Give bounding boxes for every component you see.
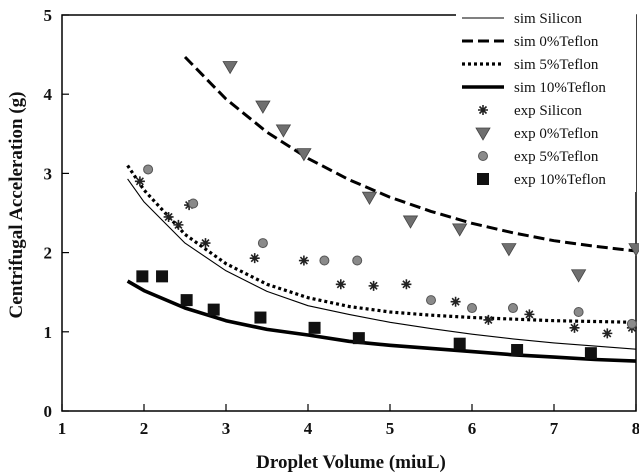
data-point-exp-5-teflon — [626, 318, 637, 329]
y-tick-label: 4 — [44, 85, 53, 104]
legend-label: exp 0%Teflon — [514, 126, 599, 142]
data-point-exp-10-teflon — [352, 332, 365, 345]
data-point-exp-silicon — [200, 238, 211, 249]
legend-label: sim 0%Teflon — [514, 34, 599, 50]
data-point-exp-10-teflon — [136, 270, 149, 283]
legend-marker — [478, 105, 488, 115]
y-tick-label: 5 — [44, 6, 53, 25]
series-line-sim-silicon — [127, 178, 637, 350]
legend-item-sim-0-teflon: sim 0%Teflon — [462, 34, 599, 50]
data-point-exp-0-teflon — [628, 243, 639, 257]
data-point-exp-10-teflon — [156, 270, 169, 283]
data-point-exp-10-teflon — [308, 321, 321, 334]
data-point-exp-silicon — [298, 255, 309, 266]
y-tick-label: 0 — [44, 402, 53, 421]
series-line-sim-5-teflon — [126, 164, 637, 324]
x-tick-label: 5 — [386, 419, 395, 438]
data-point-exp-0-teflon — [361, 191, 378, 205]
data-point-exp-silicon — [401, 279, 412, 290]
legend-label: exp Silicon — [514, 103, 582, 119]
legend-item-sim-10-teflon: sim 10%Teflon — [462, 80, 606, 96]
legend-background — [456, 6, 636, 192]
data-point-exp-5-teflon — [188, 198, 199, 209]
data-point-exp-5-teflon — [143, 164, 154, 175]
legend-item-exp-10-teflon: exp 10%Teflon — [477, 172, 606, 188]
legend-label: exp 5%Teflon — [514, 149, 599, 165]
legend-marker — [475, 127, 491, 141]
data-point-exp-10-teflon — [453, 337, 466, 350]
data-point-exp-silicon — [602, 328, 613, 339]
legend-item-exp-silicon: exp Silicon — [478, 103, 582, 119]
legend-label: sim Silicon — [514, 11, 582, 27]
data-point-exp-silicon — [134, 176, 145, 187]
data-point-exp-silicon — [569, 322, 580, 333]
series-group — [126, 55, 639, 363]
data-point-exp-5-teflon — [319, 255, 330, 266]
data-point-exp-silicon — [335, 279, 346, 290]
data-point-exp-silicon — [524, 309, 535, 320]
data-point-exp-0-teflon — [452, 223, 468, 237]
data-point-exp-0-teflon — [255, 100, 271, 114]
data-point-exp-0-teflon — [570, 269, 587, 283]
data-point-exp-10-teflon — [511, 344, 524, 357]
data-point-exp-5-teflon — [257, 238, 268, 249]
data-point-exp-5-teflon — [426, 295, 436, 306]
data-point-exp-silicon — [163, 211, 174, 222]
legend-marker — [478, 151, 488, 161]
data-point-exp-10-teflon — [180, 294, 193, 307]
data-point-exp-silicon — [483, 314, 494, 325]
data-point-exp-5-teflon — [467, 303, 477, 314]
legend-label: sim 10%Teflon — [514, 80, 606, 96]
legend-label: sim 5%Teflon — [514, 57, 599, 73]
legend-marker — [477, 173, 489, 185]
data-point-exp-0-teflon — [222, 61, 238, 75]
data-point-exp-5-teflon — [573, 307, 584, 317]
data-point-exp-silicon — [249, 253, 260, 264]
data-point-exp-0-teflon — [275, 124, 292, 138]
data-point-exp-10-teflon — [254, 311, 267, 324]
data-point-exp-5-teflon — [352, 255, 363, 266]
data-point-exp-0-teflon — [296, 148, 312, 162]
legend-label: exp 10%Teflon — [514, 172, 606, 188]
legend-item-exp-0-teflon: exp 0%Teflon — [475, 126, 599, 142]
series-points-exp-0-teflon — [222, 61, 639, 283]
x-tick-label: 7 — [550, 419, 559, 438]
y-tick-label: 3 — [44, 164, 53, 183]
y-tick-label: 1 — [44, 323, 53, 342]
data-point-exp-silicon — [173, 219, 184, 230]
x-tick-label: 3 — [222, 419, 231, 438]
series-line-sim-0-teflon — [183, 55, 637, 253]
data-point-exp-0-teflon — [402, 215, 419, 229]
series-points-exp-10-teflon — [136, 270, 597, 360]
legend: sim Silicon sim 0%Teflon sim 5%Teflon sim 1… — [456, 6, 636, 192]
data-point-exp-5-teflon — [508, 303, 518, 314]
x-tick-label: 1 — [58, 419, 67, 438]
data-point-exp-10-teflon — [584, 347, 597, 360]
data-point-exp-silicon — [368, 280, 379, 291]
x-tick-label: 6 — [468, 419, 477, 438]
y-axis-title: Centrifugal Acceleration (g) — [6, 92, 27, 319]
x-tick-label: 4 — [304, 419, 313, 438]
legend-item-sim-5-teflon: sim 5%Teflon — [462, 57, 599, 73]
plot-frame — [61, 14, 637, 412]
data-point-exp-0-teflon — [501, 243, 517, 257]
series-line-sim-10-teflon — [126, 279, 637, 363]
series-points-exp-silicon — [134, 176, 637, 339]
legend-item-exp-5-teflon: exp 5%Teflon — [478, 149, 599, 165]
legend-item-sim-silicon: sim Silicon — [462, 11, 582, 27]
data-point-exp-10-teflon — [207, 303, 220, 316]
x-tick-label: 8 — [632, 419, 639, 438]
x-axis-title: Droplet Volume (miuL) — [256, 452, 446, 473]
x-tick-label: 2 — [140, 419, 149, 438]
data-point-exp-silicon — [450, 296, 461, 307]
series-points-exp-5-teflon — [143, 164, 637, 329]
y-tick-label: 2 — [44, 244, 53, 263]
